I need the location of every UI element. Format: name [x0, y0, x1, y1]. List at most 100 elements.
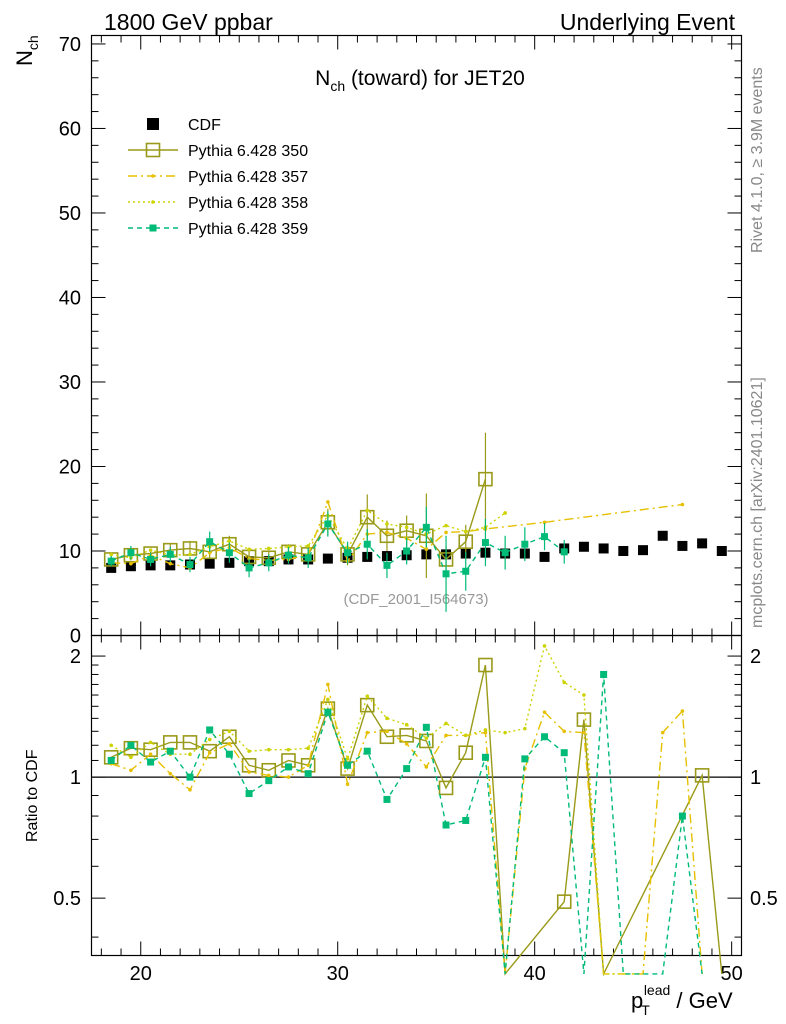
data-point-p350 [379, 528, 395, 544]
data-point-cdf [697, 538, 708, 549]
data-point-p359 [147, 555, 155, 563]
y-tick-label: 40 [59, 287, 81, 309]
header-energy-label: 1800 GeV ppbar [104, 9, 273, 35]
ratio-point-p358 [326, 697, 330, 702]
rivet-version-label: Rivet 4.1.0, ≥ 3.9M events [749, 67, 766, 253]
ratio-point-p350 [438, 780, 454, 796]
ratio-point-p350 [694, 768, 710, 783]
data-point-p350 [458, 534, 474, 549]
ratio-point-p358 [562, 680, 567, 685]
ratio-point-p359 [284, 763, 292, 771]
ratio-point-p357 [444, 733, 448, 738]
data-point-p359 [501, 549, 509, 557]
ratio-point-p359 [678, 812, 686, 820]
ratio-point-p359 [127, 741, 135, 749]
ratio-point-p358 [385, 716, 389, 721]
data-point-p357 [385, 530, 389, 535]
ratio-point-p357 [266, 773, 271, 778]
ratio-point-p357 [660, 730, 665, 735]
ratio-point-p358 [483, 728, 488, 732]
ratio-point-p358 [404, 722, 409, 727]
x-axis-label: pTlead / GeV [631, 982, 733, 1018]
x-tick-label: 50 [721, 963, 743, 985]
ratio-point-p357 [148, 752, 153, 757]
ratio-point-p350 [359, 697, 375, 713]
ratio-line-p359 [110, 674, 703, 975]
data-point-p357 [326, 500, 330, 504]
ratio-point-p350 [202, 743, 217, 759]
ratio-point-p359 [403, 765, 411, 773]
series-line-p358 [111, 509, 506, 559]
ratio-point-p358 [306, 746, 310, 751]
data-point-p359 [284, 551, 292, 559]
ratio-point-p359 [422, 723, 430, 731]
data-point-p358 [404, 525, 409, 530]
ratio-point-p358 [503, 730, 507, 735]
ratio-point-p357 [188, 787, 192, 792]
y-tick-label: 10 [59, 541, 81, 563]
ratio-point-p358 [523, 726, 527, 731]
data-point-p359 [541, 533, 549, 541]
legend-marker-p358 [151, 200, 155, 204]
ratio-point-p359 [324, 708, 332, 716]
data-point-p357 [168, 561, 173, 566]
data-point-cdf [638, 545, 649, 556]
data-point-p358 [227, 539, 232, 543]
y-tick-label: 0 [70, 626, 81, 648]
ratio-y-tick-label: 0.5 [53, 888, 81, 910]
data-point-p358 [266, 546, 271, 551]
ratio-point-p350 [576, 712, 592, 727]
ratio-point-p358 [109, 743, 113, 748]
legend-marker-p350 [145, 142, 161, 158]
ratio-point-p357 [207, 750, 212, 755]
data-point-cdf [106, 562, 117, 573]
ratio-point-p358 [463, 733, 468, 738]
ratio-point-p359 [186, 773, 194, 781]
data-point-cdf [716, 545, 727, 556]
data-point-p357 [207, 550, 212, 555]
ratio-point-p359 [206, 726, 214, 734]
data-point-p359 [107, 557, 115, 565]
ratio-point-p358 [444, 721, 448, 726]
ratio-point-p359 [166, 747, 174, 755]
ratio-point-p358 [129, 755, 133, 760]
ratio-point-p350 [123, 740, 139, 756]
data-point-p358 [385, 522, 389, 526]
data-point-cdf [539, 551, 550, 562]
ratio-point-p358 [365, 694, 370, 698]
ratio-y-axis-label: Ratio to CDF [24, 749, 41, 842]
ratio-point-p358 [148, 740, 153, 745]
data-point-p350 [478, 471, 493, 487]
ratio-series-group [103, 643, 723, 977]
ratio-line-p358 [110, 643, 643, 975]
ratio-point-p357 [286, 775, 291, 779]
analysis-watermark: (CDF_2001_I564673) [343, 591, 488, 608]
legend-label: Pythia 6.428 359 [188, 221, 308, 238]
y-tick-label: 70 [59, 34, 81, 56]
x-tick-label: 20 [130, 963, 152, 985]
data-point-p357 [424, 547, 429, 552]
ratio-point-p357 [129, 768, 133, 773]
data-point-p359 [442, 570, 450, 578]
ratio-point-p359 [560, 749, 568, 757]
data-point-p359 [127, 549, 135, 557]
ratio-y-tick-label: 1 [70, 767, 81, 789]
chart-title: Nch (toward) for JET20 [315, 67, 525, 94]
main-series-group [103, 432, 727, 612]
ratio-point-p357 [365, 730, 370, 735]
ratio-point-p357 [542, 710, 547, 715]
legend: CDF Pythia 6.428 350 Pythia 6.428 357 Pythi… [128, 117, 308, 238]
ratio-point-p358 [542, 644, 547, 648]
y-tick-label: 20 [59, 456, 81, 478]
data-point-cdf [677, 540, 688, 551]
ratio-line-p350 [110, 664, 723, 977]
ratio-point-p350 [399, 728, 414, 743]
data-point-cdf [322, 553, 333, 564]
data-point-p357 [129, 561, 133, 566]
ratio-point-p357 [483, 730, 488, 735]
data-point-p358 [365, 508, 370, 513]
ratio-point-p358 [188, 752, 192, 757]
ratio-point-p357 [326, 682, 330, 687]
ratio-plot-frame [90, 634, 743, 957]
